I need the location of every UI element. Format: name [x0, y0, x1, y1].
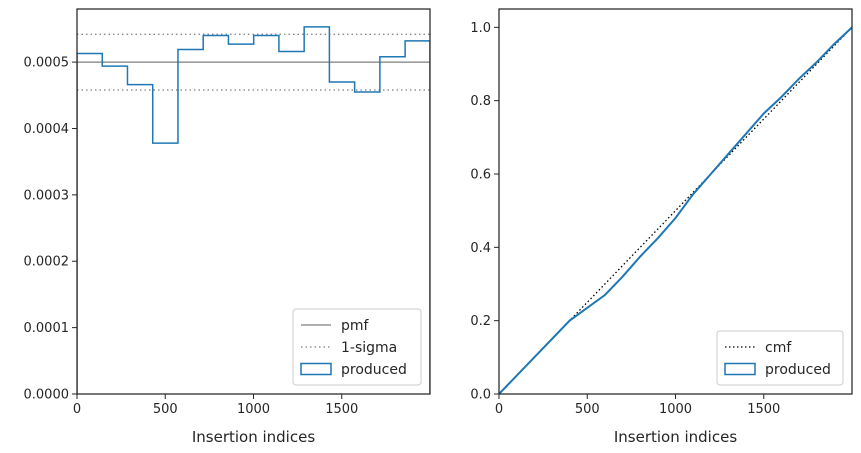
y-tick-label: 0.0002	[24, 255, 70, 270]
y-tick-label: 0.6	[470, 168, 491, 183]
axes-frame	[76, 8, 431, 395]
legend-label-1-sigma: 1-sigma	[341, 340, 397, 356]
produced-histogram	[77, 26, 430, 394]
x-tick-label: 0	[495, 402, 503, 417]
y-tick-label: 0.0005	[24, 56, 70, 71]
legend-label-produced: produced	[765, 362, 831, 378]
y-tick-label: 1.0	[470, 21, 491, 36]
panel-1: 0 500 1000 1500 0.0000 0.0001 0.0002 0.0003 0.00…	[24, 8, 431, 446]
legend-label-produced: produced	[341, 362, 407, 378]
x-axis-label: Insertion indices	[614, 428, 737, 446]
y-tick-label: 0.4	[470, 241, 491, 256]
legend-swatch-produced	[300, 362, 332, 376]
plot-area	[499, 26, 852, 394]
legend-label-cmf: cmf	[765, 340, 792, 356]
plot-area	[77, 26, 430, 394]
legend-box	[292, 308, 422, 386]
y-tick-label: 0.8	[470, 94, 491, 109]
legend: cmf produced	[716, 330, 844, 386]
legend-swatch-produced	[724, 362, 756, 376]
y-tick-label: 0.0003	[24, 188, 70, 203]
produced-line	[499, 26, 852, 394]
x-tick-label: 1000	[237, 402, 270, 417]
x-axis-label: Insertion indices	[192, 428, 315, 446]
y-tick-label: 0.0000	[24, 388, 70, 403]
y-tick-label: 0.0004	[24, 122, 70, 137]
x-tick-label: 500	[153, 402, 178, 417]
x-tick-label: 1500	[325, 402, 358, 417]
y-tick-label: 0.2	[470, 314, 491, 329]
y-tick-label: 0.0001	[24, 321, 70, 336]
x-tick-label: 1000	[659, 402, 692, 417]
legend: pmf 1-sigma produced	[292, 308, 422, 386]
legend-label-pmf: pmf	[341, 318, 370, 334]
panel-2: 0 500 1000 1500 0.0 0.2 0.4 0.6 0.8 1.0 Insertion …	[470, 8, 853, 446]
y-tick-label: 0.0	[470, 388, 491, 403]
x-tick-label: 500	[575, 402, 600, 417]
x-tick-label: 0	[73, 402, 81, 417]
legend-box	[716, 330, 844, 386]
axes-frame	[498, 8, 853, 395]
x-tick-label: 1500	[747, 402, 780, 417]
